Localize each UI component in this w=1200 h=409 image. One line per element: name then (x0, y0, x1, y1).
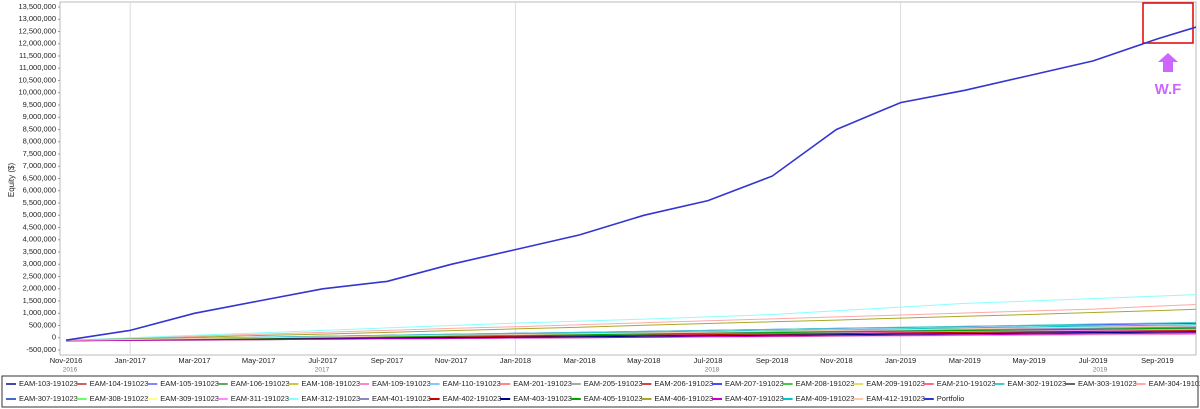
legend-label: EAM-205-191023 (584, 379, 643, 388)
y-tick-label: 0 (52, 333, 56, 342)
legend-label: EAM-407-191023 (725, 394, 784, 403)
series-line (65, 325, 1196, 341)
legend-label: EAM-409-191023 (796, 394, 855, 403)
legend-label: EAM-312-191023 (301, 394, 360, 403)
x-tick-label: Mar-2018 (564, 356, 596, 365)
series-line (65, 26, 1196, 341)
y-tick-label: 7,000,000 (23, 161, 56, 170)
y-tick-label: 5,500,000 (23, 198, 56, 207)
y-tick-label: 13,000,000 (18, 14, 56, 23)
y-tick-label: 7,500,000 (23, 149, 56, 158)
y-tick-label: 11,000,000 (19, 63, 56, 72)
year-label: 2016 (63, 367, 78, 374)
year-label: 2017 (315, 367, 330, 374)
legend-label: EAM-110-191023 (443, 379, 501, 388)
x-tick-label: Jul-2018 (694, 356, 723, 365)
y-tick-label: 11,500,000 (19, 51, 56, 60)
y-tick-label: 4,000,000 (23, 235, 56, 244)
year-label: 2018 (705, 367, 720, 374)
y-tick-label: 12,000,000 (18, 39, 56, 48)
y-tick-label: 500,000 (29, 320, 56, 329)
series-line (65, 294, 1196, 341)
x-tick-label: Nov-2016 (50, 356, 83, 365)
y-tick-label: 13,500,000 (18, 2, 56, 11)
legend-label: EAM-401-191023 (372, 394, 431, 403)
y-tick-label: 12,500,000 (18, 26, 56, 35)
y-tick-label: 9,500,000 (23, 100, 56, 109)
arrow (1158, 53, 1178, 72)
x-tick-label: Jan-2017 (115, 356, 146, 365)
x-tick-label: Sep-2017 (371, 356, 404, 365)
legend-label: EAM-307-191023 (19, 394, 78, 403)
y-tick-label: 1,500,000 (23, 296, 56, 305)
legend-label: EAM-406-191023 (654, 394, 713, 403)
legend-frame (1, 375, 1199, 408)
y-tick-label: 6,000,000 (23, 186, 56, 195)
x-tick-label: Sep-2019 (1141, 356, 1174, 365)
y-tick-label: 1,000,000 (23, 308, 56, 317)
y-tick-label: 3,000,000 (23, 259, 56, 268)
legend-label: EAM-311-191023 (231, 394, 289, 403)
y-tick-label: 5,000,000 (23, 210, 56, 219)
year-label: 2019 (1093, 367, 1108, 374)
legend-label: EAM-403-191023 (513, 394, 572, 403)
legend-label: EAM-405-191023 (584, 394, 643, 403)
series-line (65, 332, 1196, 342)
legend-label: EAM-109-191023 (372, 379, 431, 388)
x-tick-label: Mar-2019 (949, 356, 981, 365)
annotation: W.F (1155, 81, 1182, 98)
x-tick-label: Mar-2017 (178, 356, 210, 365)
series-line (65, 303, 1196, 341)
legend-label: EAM-201-191023 (513, 379, 572, 388)
y-tick-label: 8,500,000 (23, 124, 56, 133)
legend-label: EAM-209-191023 (866, 379, 925, 388)
x-tick-label: Jan-2018 (500, 356, 531, 365)
legend-label: EAM-303-191023 (1078, 379, 1137, 388)
legend-label: EAM-104-191023 (90, 379, 149, 388)
y-tick-label: 8,000,000 (23, 137, 56, 146)
legend-label: EAM-208-191023 (796, 379, 855, 388)
legend-label: EAM-207-191023 (725, 379, 784, 388)
plot-frame (59, 1, 1197, 356)
legend-label: EAM-108-191023 (301, 379, 360, 388)
x-tick-label: Jul-2017 (308, 356, 337, 365)
legend-label: EAM-308-191023 (90, 394, 149, 403)
legend-label: EAM-206-191023 (654, 379, 713, 388)
legend-label: EAM-106-191023 (231, 379, 290, 388)
legend-label: Portfolio (937, 394, 965, 403)
y-tick-label: 3,500,000 (23, 247, 56, 256)
y-tick-label: 9,000,000 (23, 112, 56, 121)
x-tick-label: Nov-2018 (820, 356, 853, 365)
legend-label: EAM-103-191023 (19, 379, 78, 388)
y-tick-label: -500,000 (26, 345, 56, 354)
y-tick-label: 6,500,000 (23, 173, 56, 182)
x-tick-label: Nov-2017 (435, 356, 468, 365)
x-tick-label: Jan-2019 (885, 356, 916, 365)
plot (65, 2, 1196, 355)
y-tick-label: 2,500,000 (23, 271, 56, 280)
legend-label: EAM-302-191023 (1007, 379, 1066, 388)
y-tick-label: 2,000,000 (23, 284, 56, 293)
series-line (65, 308, 1196, 341)
legend-label: EAM-402-191023 (443, 394, 502, 403)
x-tick-label: Jul-2019 (1079, 356, 1108, 365)
y-tick-label: 10,500,000 (18, 75, 56, 84)
legend-label: EAM-304-191023 (1149, 379, 1200, 388)
legend-label: EAM-105-191023 (160, 379, 219, 388)
highlight-box (1142, 2, 1194, 44)
x-tick-label: Sep-2018 (756, 356, 789, 365)
y-tick-label: 4,500,000 (23, 222, 56, 231)
legend-label: EAM-210-191023 (937, 379, 996, 388)
legend: EAM-103-191023 EAM-104-191023 EAM-105-1910… (6, 379, 1200, 403)
y-axis-label: Equity ($) (7, 163, 16, 198)
legend-label: EAM-412-191023 (866, 394, 925, 403)
legend-label: EAM-309-191023 (160, 394, 219, 403)
x-tick-label: May-2019 (1012, 356, 1045, 365)
x-tick-label: May-2017 (242, 356, 275, 365)
y-tick-label: 10,000,000 (18, 88, 56, 97)
x-tick-label: May-2018 (627, 356, 660, 365)
